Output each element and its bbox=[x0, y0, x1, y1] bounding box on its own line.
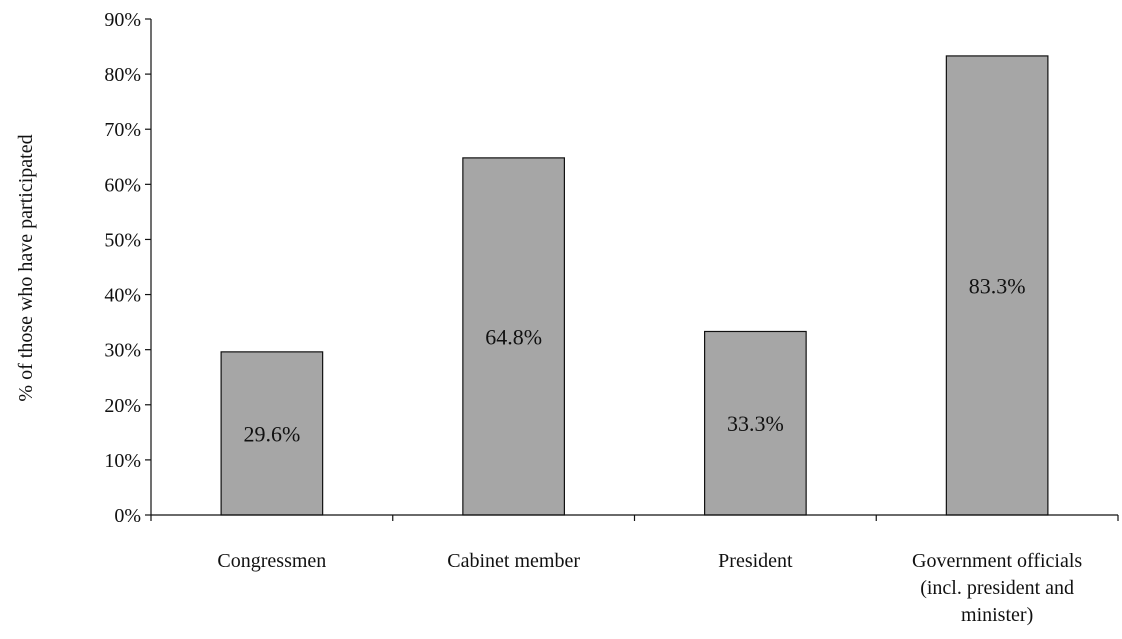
y-tick-label: 10% bbox=[104, 450, 141, 472]
category-label: Congressmen bbox=[217, 550, 326, 572]
bars bbox=[220, 55, 1049, 516]
category-label: Cabinet member bbox=[447, 550, 580, 572]
y-tick-label: 0% bbox=[114, 505, 141, 527]
y-tick-label: 40% bbox=[104, 285, 141, 307]
category-label: President bbox=[718, 550, 793, 572]
x-axis-ticks bbox=[150, 515, 1119, 521]
y-tick-label: 20% bbox=[104, 395, 141, 417]
y-tick-label: 30% bbox=[104, 340, 141, 362]
y-axis-ticks: 0% 10% 20% 30% 40% 50% 60% 70% 80% 90% bbox=[104, 9, 151, 527]
bar bbox=[462, 157, 565, 516]
data-labels: 29.6% 64.8% 33.3% 83.3% bbox=[243, 273, 1025, 446]
y-tick-label: 80% bbox=[104, 64, 141, 86]
data-label: 33.3% bbox=[727, 411, 784, 436]
y-tick-label: 70% bbox=[104, 119, 141, 141]
data-label: 29.6% bbox=[243, 421, 300, 446]
y-tick-label: 90% bbox=[104, 9, 141, 31]
y-tick-label: 50% bbox=[104, 229, 141, 251]
y-tick-label: 60% bbox=[104, 174, 141, 196]
y-axis-title: % of those who have participated bbox=[15, 134, 37, 401]
category-labels: Congressmen Cabinet member President Govern… bbox=[217, 550, 1082, 626]
bar bbox=[945, 55, 1049, 516]
category-label: Government officials (incl. president and… bbox=[912, 550, 1082, 626]
bar bbox=[220, 351, 324, 516]
data-label: 64.8% bbox=[485, 324, 542, 349]
data-label: 83.3% bbox=[969, 273, 1026, 298]
